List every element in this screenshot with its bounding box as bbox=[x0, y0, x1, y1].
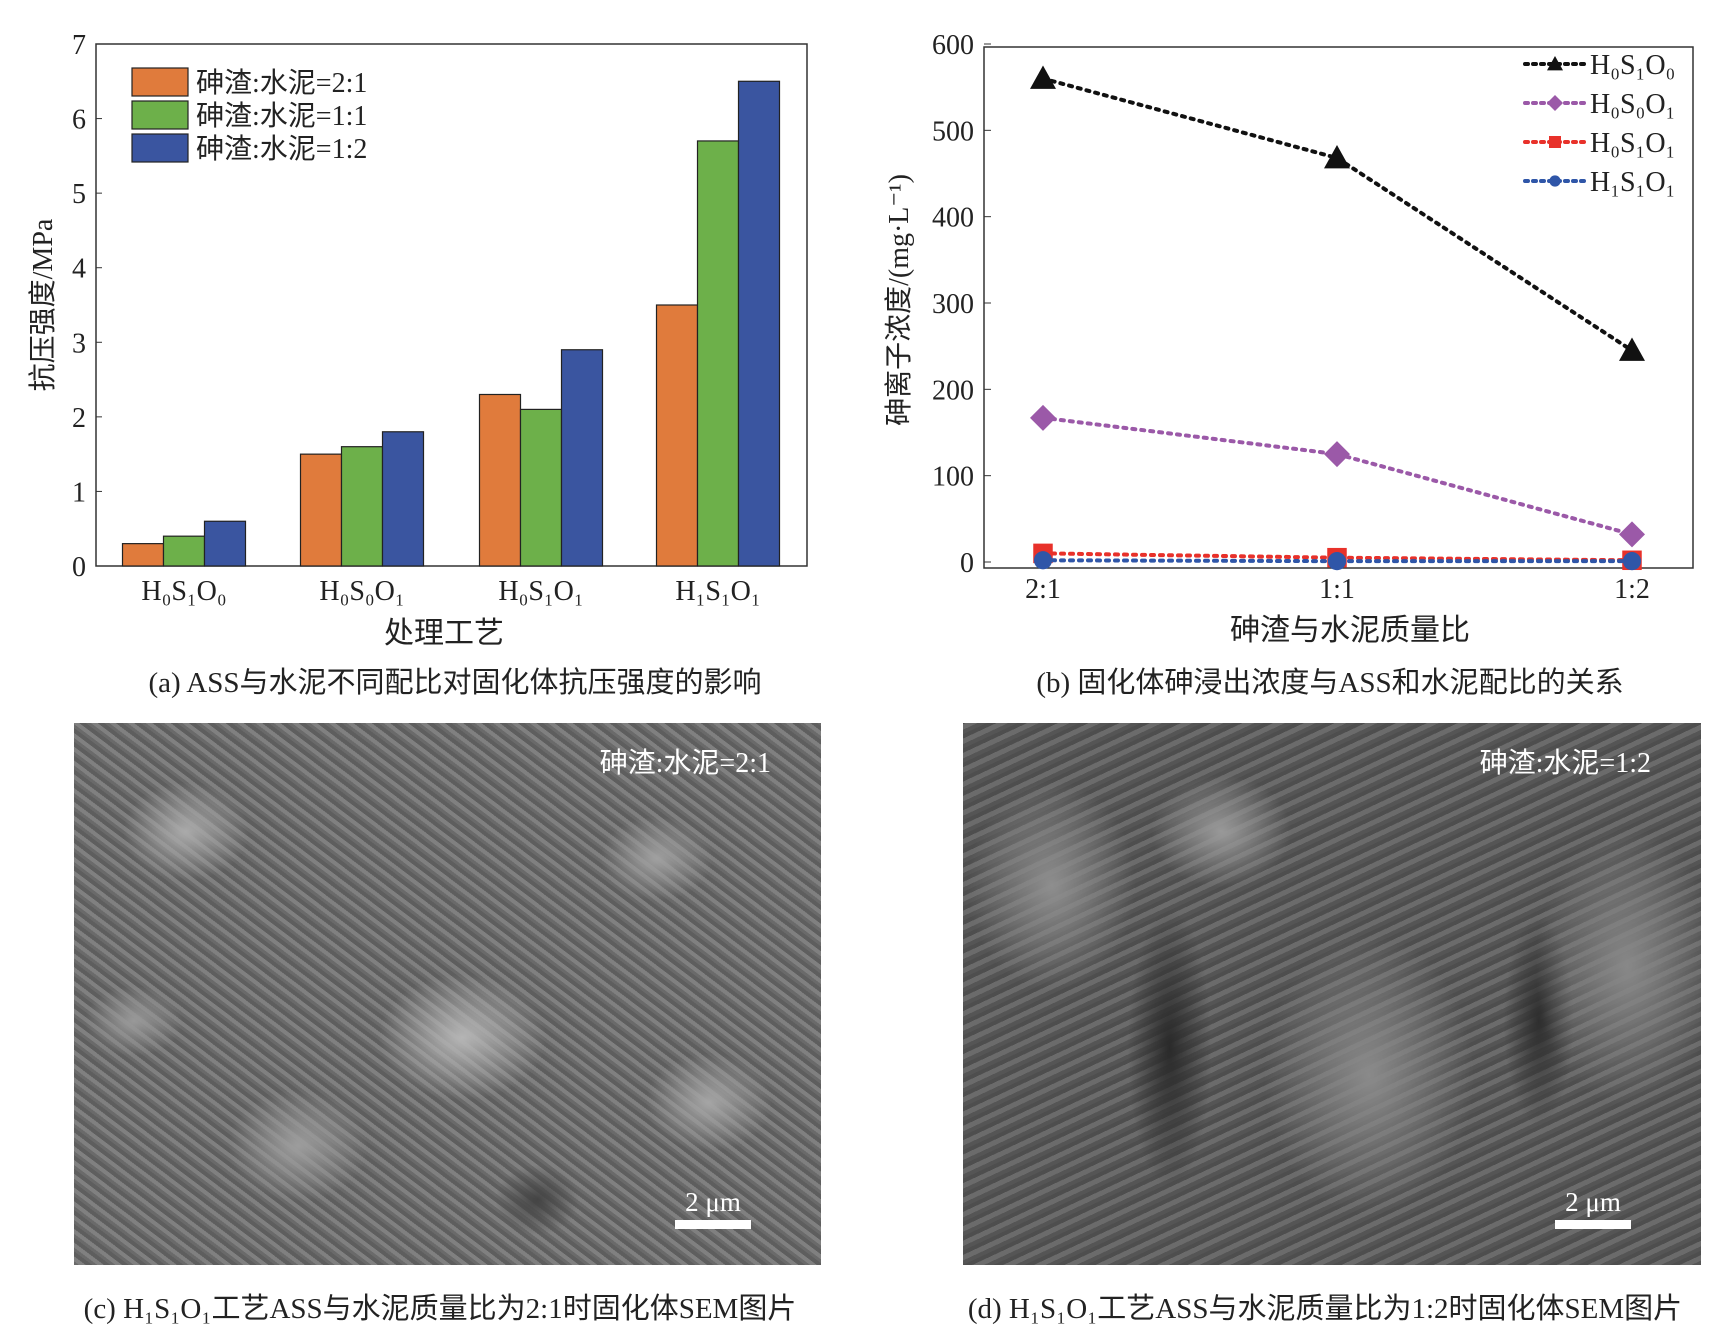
y-tick-label-b: 500 bbox=[932, 116, 974, 147]
y-tick-label-a: 2 bbox=[72, 403, 86, 434]
y-tick-label-b: 0 bbox=[960, 548, 974, 579]
legend-label-a: 砷渣:水泥=1:1 bbox=[196, 100, 367, 132]
legend-label-a: 砷渣:水泥=1:2 bbox=[196, 133, 367, 165]
y-tick-label-a: 1 bbox=[72, 477, 86, 508]
y-axis-label-b: 砷离子浓度/(mg·L⁻¹) bbox=[883, 174, 915, 426]
legend-swatch-a bbox=[131, 67, 189, 97]
legend-marker-triangle bbox=[1547, 56, 1563, 71]
scale-bar: 2 μm bbox=[675, 1187, 751, 1229]
x-tick-label-b: 1:1 bbox=[1319, 574, 1355, 605]
series-line-1 bbox=[1041, 76, 1634, 353]
bar-H₀S₁O₀-series-2 bbox=[162, 535, 206, 567]
bar-H₀S₁O₀-series-1 bbox=[121, 543, 165, 567]
bar-H₀S₀O₁-series-2 bbox=[340, 446, 384, 567]
y-tick-label-b: 300 bbox=[932, 289, 974, 320]
y-tick-label-a: 4 bbox=[72, 254, 86, 285]
legend-label-b: H₀S₁O₀ bbox=[1590, 50, 1675, 81]
x-tick-label-a: H₁S₁O₁ bbox=[675, 576, 760, 607]
data-point-diamond bbox=[1619, 521, 1645, 548]
legend-marker-square bbox=[1549, 136, 1561, 148]
data-point-diamond bbox=[1030, 404, 1056, 431]
plot-frame-b bbox=[983, 46, 1694, 569]
data-point-triangle bbox=[1324, 144, 1350, 169]
caption-c: (c) H₁S₁O₁工艺ASS与水泥质量比为2:1时固化体SEM图片 bbox=[83, 1293, 797, 1325]
scale-text: 2 μm bbox=[685, 1187, 741, 1217]
data-point-diamond bbox=[1324, 441, 1350, 468]
bar-H₁S₁O₁-series-2 bbox=[696, 140, 740, 567]
y-tick-label-b: 200 bbox=[932, 375, 974, 406]
data-point-triangle bbox=[1030, 65, 1056, 89]
data-point-triangle bbox=[1619, 337, 1645, 361]
y-tick-label-b: 100 bbox=[932, 462, 974, 493]
sem-image-d: 砷渣:水泥=1:2 2 μm bbox=[963, 723, 1701, 1265]
charts-canvas: 0 1 2 3 4 5 6 7 H₀S₁O₀ H₀S₀O₁ H₀S₁O₁ H₁S₁O₁ 砷渣:水泥=2:… bbox=[27, 30, 1694, 650]
data-point-circle bbox=[1327, 552, 1347, 571]
legend-label-b: H₀S₀O₁ bbox=[1590, 89, 1675, 120]
legend-marker-diamond bbox=[1547, 95, 1563, 111]
x-axis-label-b: 砷渣与水泥质量比 bbox=[1230, 614, 1470, 647]
bar-H₀S₀O₁-series-1 bbox=[299, 453, 343, 567]
sem-label: 砷渣:水泥=1:2 bbox=[1479, 748, 1651, 779]
sem-label: 砷渣:水泥=2:1 bbox=[599, 748, 771, 779]
y-tick-label-a: 3 bbox=[72, 328, 86, 359]
y-tick-label-b: 400 bbox=[932, 203, 974, 234]
legend-label-a: 砷渣:水泥=2:1 bbox=[196, 67, 367, 99]
sem-image-c: 砷渣:水泥=2:1 2 μm bbox=[74, 723, 821, 1265]
bar-H₀S₁O₁-series-3 bbox=[560, 349, 604, 567]
y-tick-label-a: 5 bbox=[72, 179, 86, 210]
data-point-circle bbox=[1622, 552, 1642, 571]
bar-H₀S₁O₀-series-3 bbox=[203, 520, 247, 567]
legend-marker-circle bbox=[1549, 175, 1561, 187]
scale-bar: 2 μm bbox=[1555, 1187, 1631, 1229]
y-axis-label-a: 抗压强度/MPa bbox=[27, 218, 59, 391]
y-tick-label-a: 7 bbox=[72, 30, 86, 61]
x-tick-label-a: H₀S₁O₁ bbox=[498, 576, 583, 607]
legend-swatch-a bbox=[131, 133, 189, 163]
series-line-4 bbox=[1041, 558, 1634, 564]
scale-text: 2 μm bbox=[1565, 1187, 1621, 1217]
y-tick-label-a: 0 bbox=[72, 552, 86, 583]
y-tick-label-a: 6 bbox=[72, 105, 86, 136]
bar-H₀S₁O₁-series-1 bbox=[478, 393, 522, 567]
x-tick-label-a: H₀S₀O₁ bbox=[319, 576, 404, 607]
plot-frame-a bbox=[95, 43, 808, 567]
series-line-2 bbox=[1041, 415, 1634, 537]
x-tick-label-a: H₀S₁O₀ bbox=[141, 576, 226, 607]
legend-swatch-a bbox=[131, 100, 189, 130]
caption-b: (b) 固化体砷浸出浓度与ASS和水泥配比的关系 bbox=[1036, 667, 1624, 699]
bar-H₁S₁O₁-series-3 bbox=[737, 80, 781, 567]
series-line-3 bbox=[1041, 551, 1634, 563]
legend-label-b: H₁S₁O₁ bbox=[1590, 167, 1675, 198]
bar-H₀S₁O₁-series-2 bbox=[519, 408, 563, 567]
x-tick-label-b: 1:2 bbox=[1614, 574, 1650, 605]
caption-d: (d) H₁S₁O₁工艺ASS与水泥质量比为1:2时固化体SEM图片 bbox=[967, 1293, 1683, 1325]
x-tick-label-b: 2:1 bbox=[1025, 574, 1061, 605]
bar-H₁S₁O₁-series-1 bbox=[655, 304, 699, 567]
y-tick-label-b: 600 bbox=[932, 30, 974, 61]
data-point-circle bbox=[1033, 551, 1053, 570]
legend-label-b: H₀S₁O₁ bbox=[1590, 128, 1675, 159]
bar-H₀S₀O₁-series-3 bbox=[381, 431, 425, 567]
x-axis-label-a: 处理工艺 bbox=[384, 617, 504, 650]
caption-a: (a) ASS与水泥不同配比对固化体抗压强度的影响 bbox=[148, 667, 762, 699]
